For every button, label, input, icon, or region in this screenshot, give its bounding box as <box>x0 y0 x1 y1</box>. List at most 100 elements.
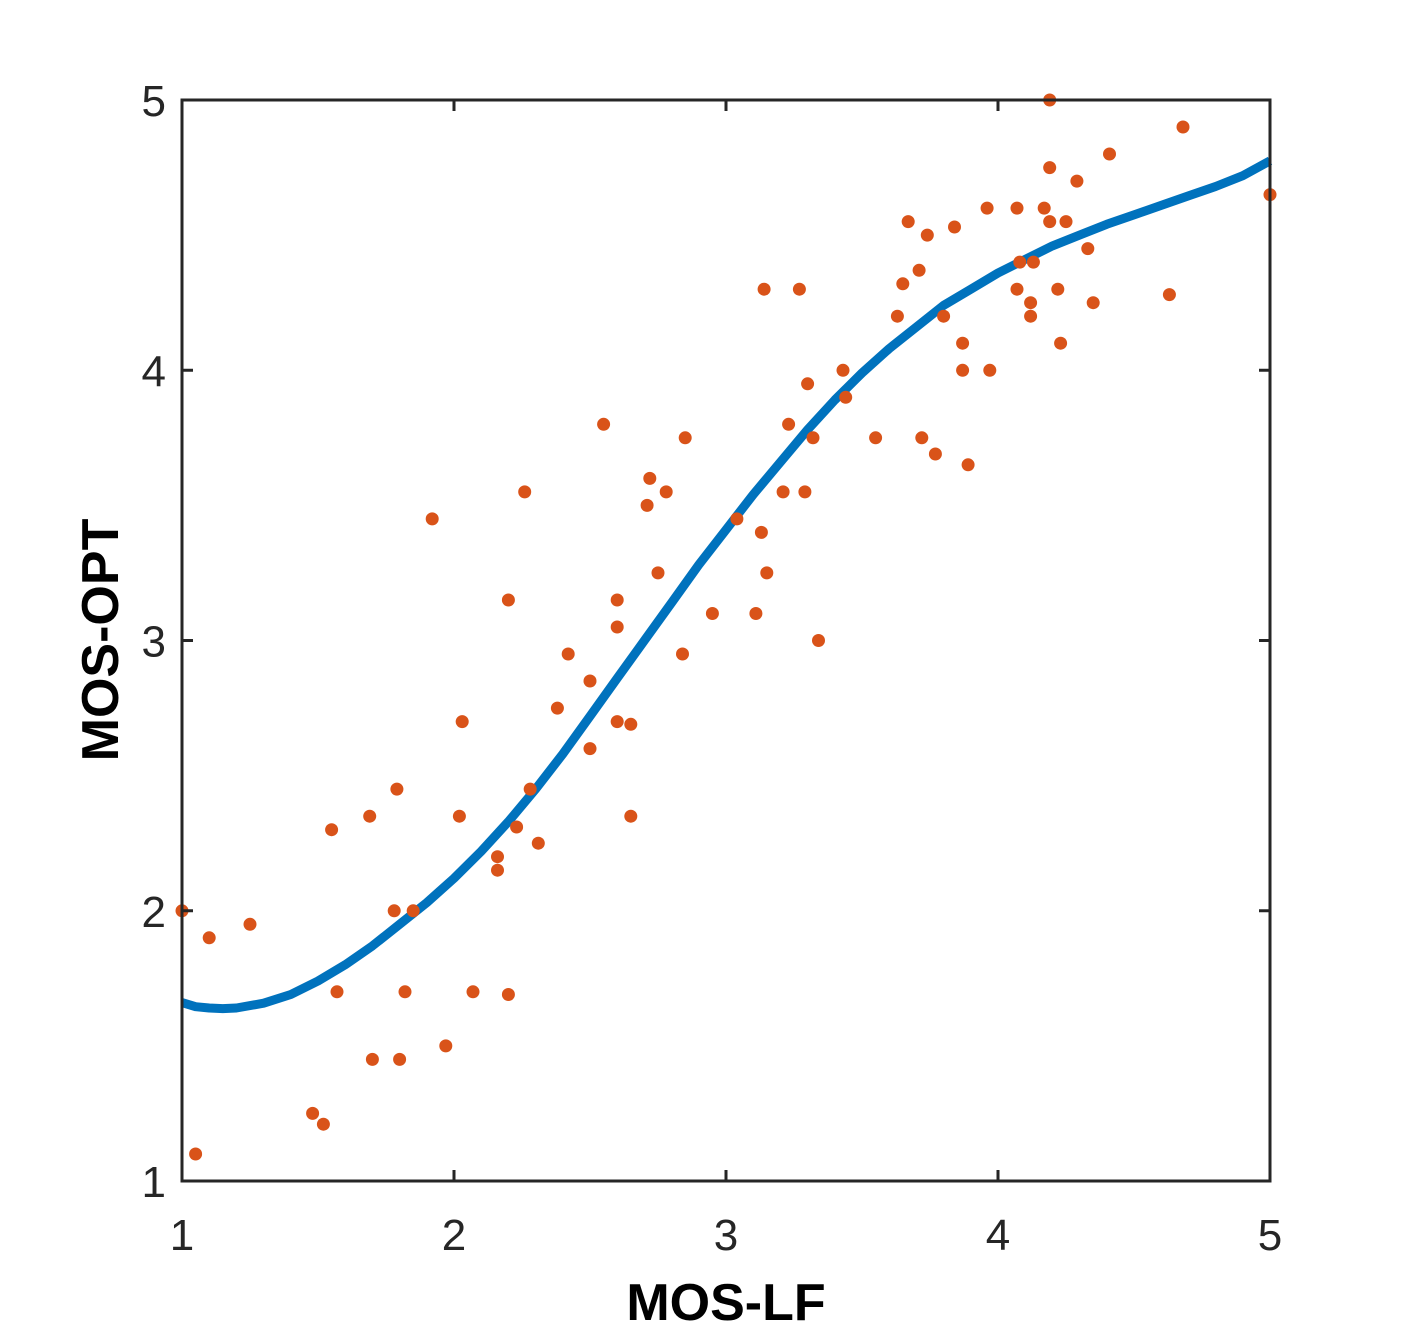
scatter-point <box>406 904 420 918</box>
scatter-point <box>730 512 744 526</box>
scatter-point <box>1010 201 1024 215</box>
x-tick-label: 2 <box>442 1211 466 1260</box>
scatter-point <box>836 363 850 377</box>
scatter-point <box>839 390 853 404</box>
scatter-point <box>624 717 638 731</box>
scatter-point <box>452 809 466 823</box>
scatter-point <box>189 1147 203 1161</box>
scatter-point <box>956 336 970 350</box>
scatter-point <box>801 377 815 391</box>
scatter-point <box>1070 174 1084 188</box>
scatter-point <box>901 215 915 229</box>
scatter-point <box>202 931 216 945</box>
scatter-point <box>1176 120 1190 134</box>
x-tick-label: 1 <box>170 1211 194 1260</box>
scatter-point <box>365 1052 379 1066</box>
scatter-point <box>390 782 404 796</box>
scatter-point <box>643 471 657 485</box>
scatter-point <box>363 809 377 823</box>
scatter-point <box>306 1106 320 1120</box>
scatter-point <box>1162 288 1176 302</box>
scatter-points-layer <box>175 93 1277 1161</box>
scatter-point <box>243 917 257 931</box>
fit-curve <box>180 156 1273 1014</box>
scatter-point <box>387 904 401 918</box>
scatter-point <box>1059 215 1073 229</box>
scatter-point <box>501 593 515 607</box>
scatter-point <box>948 220 961 234</box>
x-tick-label: 4 <box>986 1211 1010 1260</box>
scatter-point <box>393 1052 407 1066</box>
scatter-point <box>928 447 942 461</box>
y-axis-title: MOS-OPT <box>72 518 130 761</box>
x-tick-label: 5 <box>1258 1211 1282 1260</box>
scatter-point <box>678 431 692 445</box>
x-tick-label: 3 <box>714 1211 738 1260</box>
scatter-point <box>1043 161 1057 175</box>
scatter-point <box>776 485 790 499</box>
scatter-point <box>782 417 796 431</box>
scatter-point <box>1103 147 1116 161</box>
scatter-point <box>501 988 515 1001</box>
y-tick-label: 5 <box>142 77 166 126</box>
scatter-point <box>325 823 339 837</box>
scatter-point <box>425 512 439 526</box>
plot-background <box>182 100 1270 1181</box>
scatter-point <box>676 647 689 661</box>
scatter-point <box>980 201 994 215</box>
scatter-point <box>330 985 344 999</box>
scatter-point <box>624 809 638 823</box>
x-axis-title: MOS-LF <box>626 1274 825 1332</box>
scatter-point <box>920 228 934 242</box>
scatter-point <box>806 431 820 445</box>
scatter-point <box>455 715 469 729</box>
scatter-point <box>792 282 806 296</box>
scatter-point <box>749 607 763 620</box>
scatter-point <box>1024 296 1038 310</box>
scatter-point <box>466 985 480 999</box>
scatter-point <box>491 850 504 864</box>
y-tick-label: 1 <box>142 1158 166 1207</box>
scatter-point <box>757 282 771 296</box>
scatter-point <box>510 820 524 834</box>
scatter-point <box>912 263 926 277</box>
scatter-point <box>705 607 719 620</box>
scatter-point <box>1086 296 1100 310</box>
scatter-point <box>523 782 537 796</box>
scatter-point <box>583 674 597 688</box>
scatter-point <box>760 566 774 580</box>
ticks-layer <box>180 98 1272 1183</box>
scatter-point <box>659 485 673 499</box>
scatter-point <box>798 485 812 499</box>
scatter-point <box>610 593 624 607</box>
y-tick-label: 3 <box>142 618 166 667</box>
scatter-point <box>1051 282 1065 296</box>
scatter-point <box>597 417 611 431</box>
scatter-point <box>1026 255 1040 269</box>
scatter-point <box>640 498 654 512</box>
scatter-point <box>956 363 970 377</box>
scatter-point <box>1010 282 1024 296</box>
x-tick-labels: 1 2 3 4 5 <box>170 1211 1282 1260</box>
scatter-point <box>812 634 825 647</box>
scatter-point <box>1037 201 1051 215</box>
scatter-point <box>316 1117 330 1131</box>
scatter-point <box>754 525 768 539</box>
scatter-point <box>583 742 597 756</box>
scatter-point <box>531 836 545 850</box>
scatter-point <box>1043 215 1057 229</box>
scatter-point <box>961 458 975 472</box>
scatter-point <box>937 309 951 323</box>
scatter-point <box>651 566 665 580</box>
scatter-point <box>915 431 929 445</box>
scatter-point <box>1081 242 1095 256</box>
scatter-point <box>1013 255 1027 269</box>
scatter-point <box>518 485 532 499</box>
scatter-point <box>550 701 564 715</box>
scatter-point <box>398 985 412 999</box>
scatter-point <box>983 363 997 377</box>
scatter-point <box>439 1039 453 1053</box>
scatter-point <box>561 647 575 661</box>
y-tick-labels: 1 2 3 4 5 <box>142 77 166 1207</box>
